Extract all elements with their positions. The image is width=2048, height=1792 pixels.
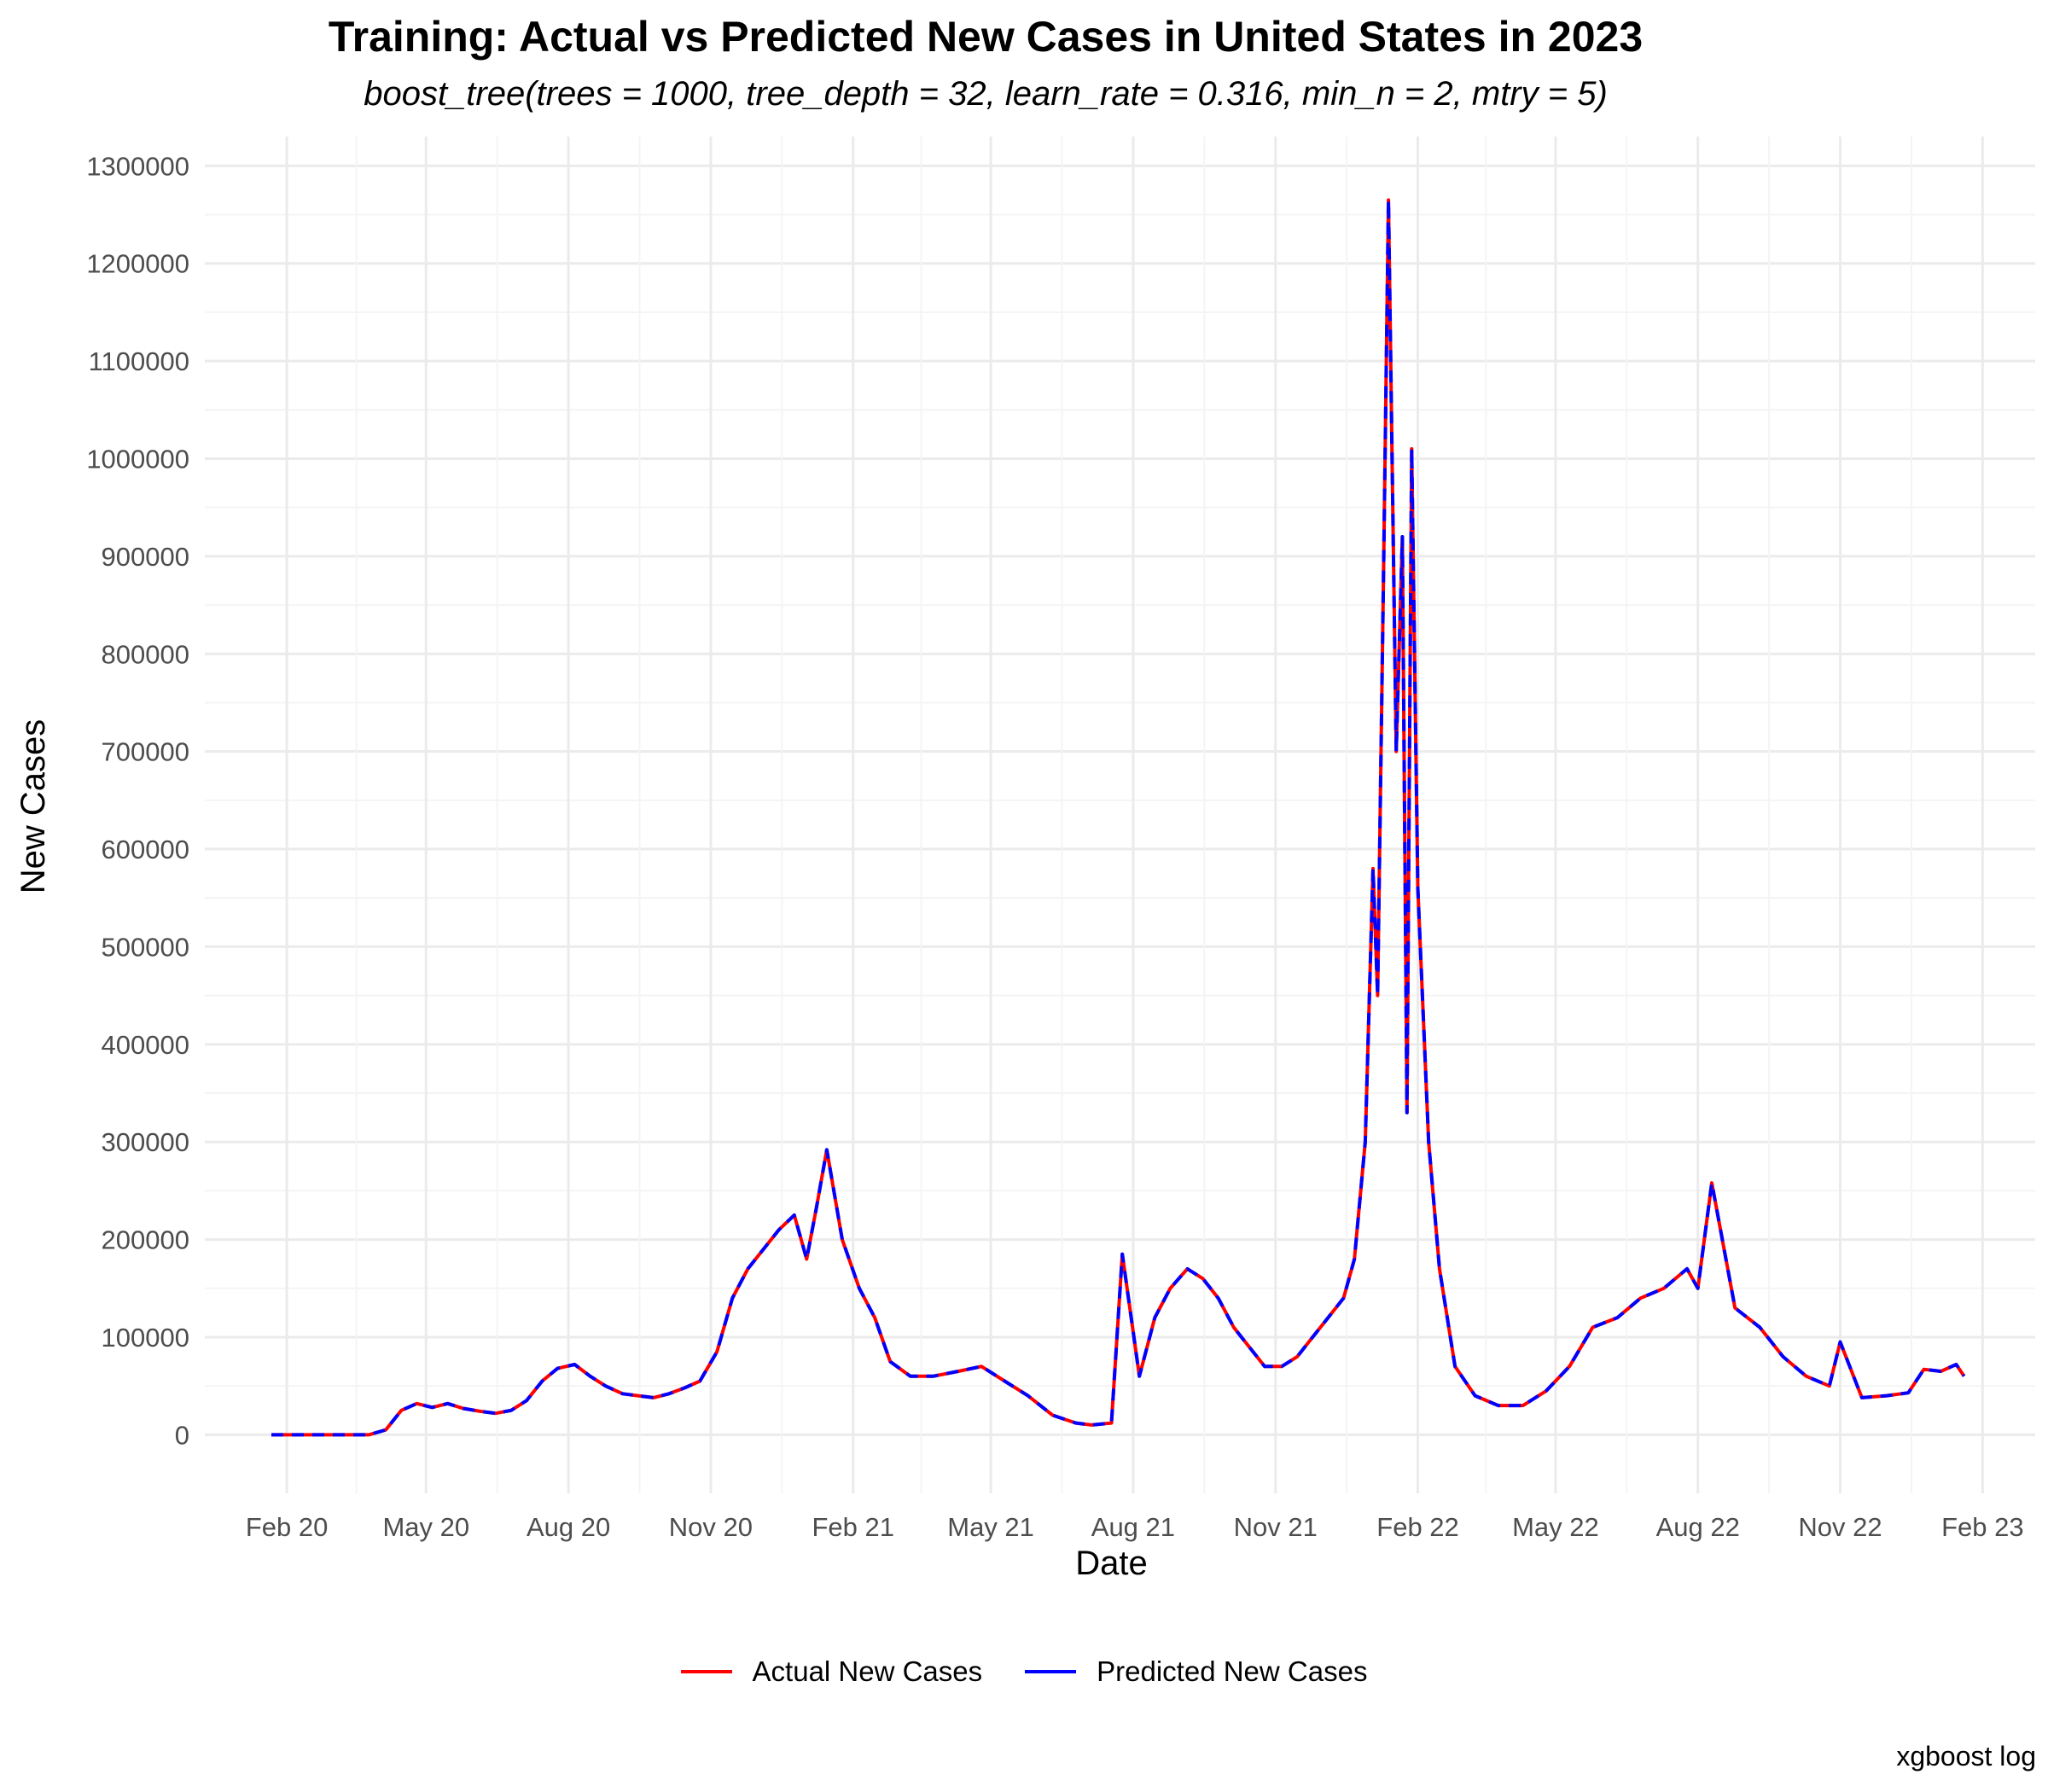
y-tick-label: 100000	[102, 1323, 189, 1353]
x-tick-label: May 22	[1512, 1512, 1599, 1542]
legend-key-predicted	[1025, 1670, 1077, 1673]
x-tick-label: May 21	[947, 1512, 1034, 1542]
y-tick-label: 1000000	[86, 444, 189, 474]
legend: Actual New Cases Predicted New Cases	[0, 1655, 2048, 1688]
series-line-predicted	[271, 198, 1966, 1437]
y-tick-label: 600000	[102, 835, 189, 864]
x-axis-title: Date	[1075, 1545, 1148, 1582]
y-tick-label: 0	[175, 1420, 189, 1450]
y-tick-label: 800000	[102, 639, 189, 669]
y-tick-label: 500000	[102, 932, 189, 962]
y-tick-label: 1100000	[89, 346, 189, 376]
y-tick-label: 300000	[102, 1127, 189, 1157]
x-tick-label: Nov 20	[669, 1512, 753, 1542]
x-tick-label: Feb 22	[1376, 1512, 1459, 1542]
y-axis-title: New Cases	[15, 719, 52, 894]
series-line-actual	[271, 198, 1966, 1437]
legend-label-actual: Actual New Cases	[752, 1655, 983, 1687]
x-tick-label: Nov 21	[1234, 1512, 1318, 1542]
legend-label-predicted: Predicted New Cases	[1097, 1655, 1368, 1687]
y-tick-label: 700000	[102, 737, 189, 767]
y-tick-label: 200000	[102, 1225, 189, 1255]
legend-item-actual: Actual New Cases	[680, 1655, 983, 1688]
legend-item-predicted: Predicted New Cases	[1025, 1655, 1367, 1688]
x-tick-label: May 20	[382, 1512, 469, 1542]
x-tick-label: Feb 20	[246, 1512, 329, 1542]
x-tick-label: Feb 21	[812, 1512, 894, 1542]
chart-title: Training: Actual vs Predicted New Cases …	[328, 13, 1644, 61]
x-tick-label: Aug 22	[1656, 1512, 1740, 1542]
caption: xgboost log	[1896, 1741, 2036, 1772]
x-tick-label: Aug 21	[1091, 1512, 1175, 1542]
y-tick-label: 400000	[102, 1030, 189, 1060]
x-tick-label: Feb 23	[1941, 1512, 2024, 1542]
y-tick-label: 1200000	[86, 249, 189, 279]
line-chart: 0 100000 200000 300000 400000 500000 600000 700…	[15, 137, 2035, 1582]
x-tick-label: Aug 20	[527, 1512, 610, 1542]
chart-subtitle: boost_tree(trees = 1000, tree_depth = 32…	[364, 75, 1608, 113]
y-tick-label: 900000	[102, 542, 189, 572]
legend-key-actual	[680, 1670, 732, 1673]
x-tick-label: Nov 22	[1798, 1512, 1882, 1542]
y-tick-label: 1300000	[86, 151, 189, 181]
